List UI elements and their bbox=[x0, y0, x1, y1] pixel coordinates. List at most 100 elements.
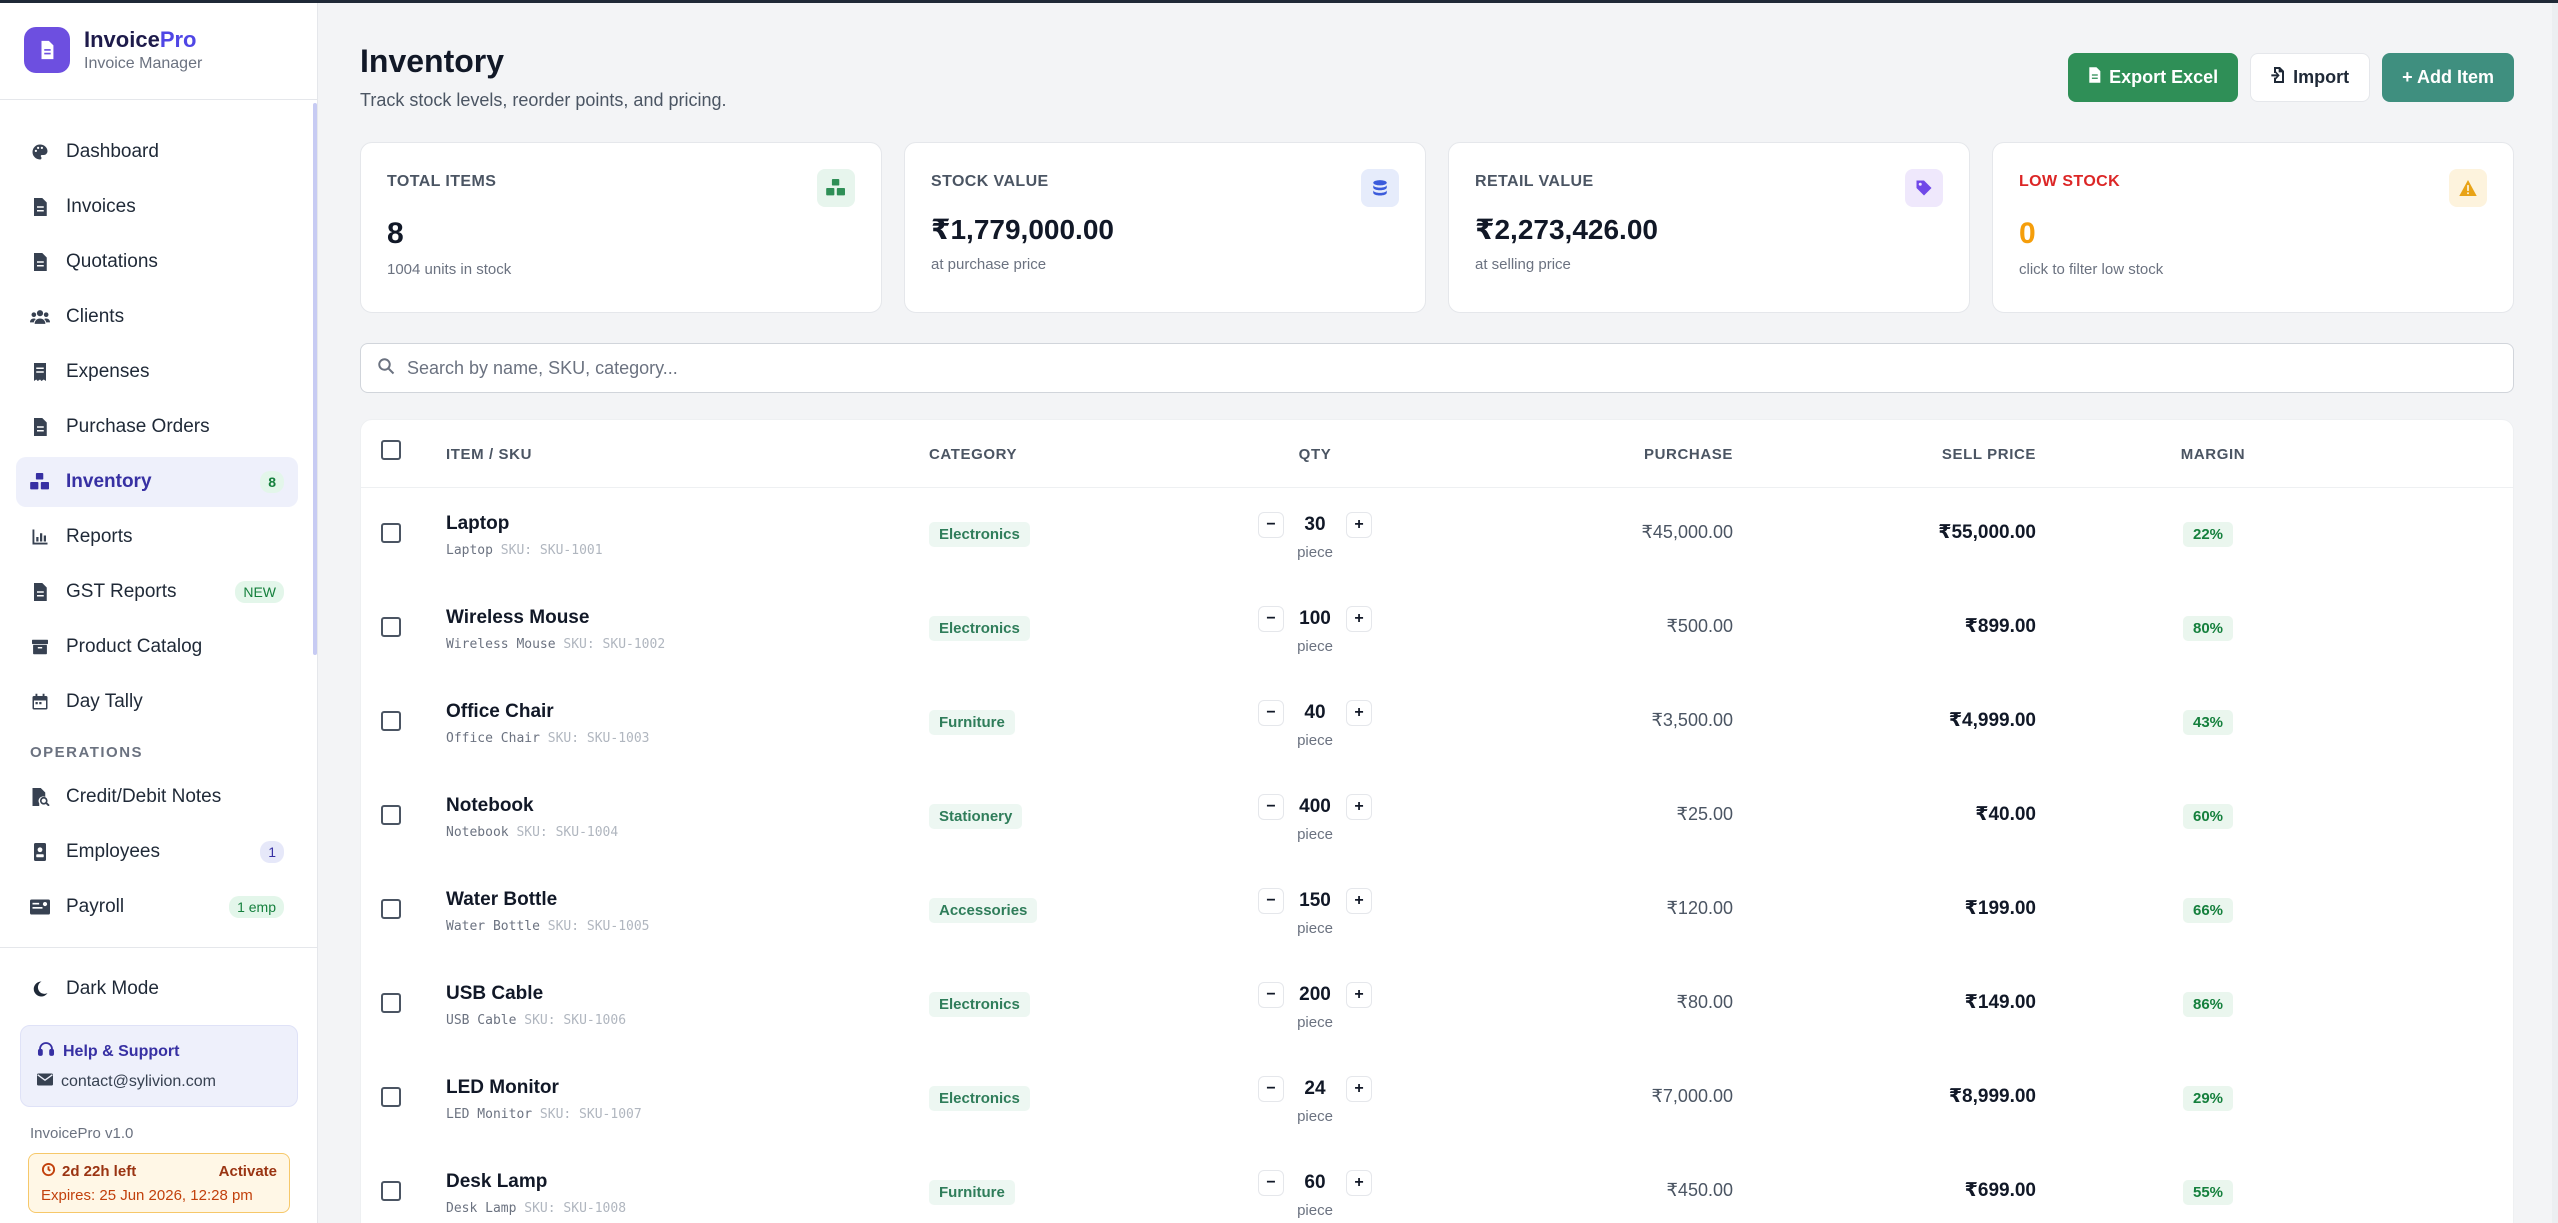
table-row[interactable]: Office Chair Office Chair SKU: SKU-1003 … bbox=[361, 676, 2513, 770]
page-scrollbar[interactable] bbox=[2552, 3, 2558, 1223]
decrement-button[interactable]: − bbox=[1258, 794, 1284, 820]
quantity-value: 400 bbox=[1299, 796, 1331, 817]
warning-icon bbox=[2449, 169, 2487, 207]
margin-badge: 80% bbox=[2183, 616, 2234, 641]
sidebar-item-label: Dashboard bbox=[66, 141, 159, 162]
help-support-card[interactable]: Help & Support contact@sylivion.com bbox=[20, 1025, 298, 1107]
table-row[interactable]: Wireless Mouse Wireless Mouse SKU: SKU-1… bbox=[361, 582, 2513, 676]
brand-name: InvoicePro bbox=[84, 27, 197, 52]
item-sku: Laptop SKU: SKU-1001 bbox=[446, 543, 603, 558]
search-bar[interactable] bbox=[360, 343, 2514, 393]
sidebar-item-label: Payroll bbox=[66, 896, 125, 917]
file-icon bbox=[30, 197, 50, 217]
select-all-checkbox[interactable] bbox=[381, 440, 401, 460]
row-checkbox[interactable] bbox=[381, 805, 401, 825]
sidebar-item-inventory[interactable]: Inventory 8 bbox=[16, 457, 298, 507]
column-header-margin[interactable]: MARGIN bbox=[2180, 446, 2246, 463]
row-checkbox[interactable] bbox=[381, 993, 401, 1013]
brand[interactable]: InvoicePro Invoice Manager bbox=[24, 27, 202, 73]
decrement-button[interactable]: − bbox=[1258, 700, 1284, 726]
column-header-purchase[interactable]: PURCHASE bbox=[1644, 446, 1733, 463]
row-checkbox[interactable] bbox=[381, 711, 401, 731]
row-checkbox[interactable] bbox=[381, 1087, 401, 1107]
category-badge: Electronics bbox=[929, 1086, 1030, 1111]
column-header-qty[interactable]: QTY bbox=[1298, 446, 1332, 463]
row-checkbox[interactable] bbox=[381, 523, 401, 543]
stat-note: at purchase price bbox=[931, 256, 1047, 273]
category-badge: Electronics bbox=[929, 522, 1030, 547]
decrement-button[interactable]: − bbox=[1258, 1076, 1284, 1102]
sidebar-item-purchase-orders[interactable]: Purchase Orders bbox=[16, 402, 298, 452]
increment-button[interactable]: + bbox=[1346, 512, 1372, 538]
table-row[interactable]: LED Monitor LED Monitor SKU: SKU-1007 El… bbox=[361, 1052, 2513, 1146]
decrement-button[interactable]: − bbox=[1258, 606, 1284, 632]
sidebar-item-dashboard[interactable]: Dashboard bbox=[16, 127, 298, 177]
quantity-stepper: − 200 + bbox=[1258, 982, 1372, 1008]
decrement-button[interactable]: − bbox=[1258, 888, 1284, 914]
column-header-category[interactable]: CATEGORY bbox=[929, 446, 1018, 463]
activate-link[interactable]: Activate bbox=[218, 1163, 277, 1180]
increment-button[interactable]: + bbox=[1346, 1076, 1372, 1102]
sidebar-scrollbar[interactable] bbox=[313, 103, 317, 655]
purchase-price: ₹7,000.00 bbox=[1651, 1086, 1733, 1106]
decrement-button[interactable]: − bbox=[1258, 1170, 1284, 1196]
increment-button[interactable]: + bbox=[1346, 888, 1372, 914]
search-input[interactable] bbox=[407, 357, 2407, 379]
sidebar-item-gst-reports[interactable]: GST Reports NEW bbox=[16, 567, 298, 617]
decrement-button[interactable]: − bbox=[1258, 512, 1284, 538]
sidebar-item-invoices[interactable]: Invoices bbox=[16, 182, 298, 232]
increment-button[interactable]: + bbox=[1346, 1170, 1372, 1196]
import-button[interactable]: Import bbox=[2250, 53, 2371, 102]
payroll-count-badge: 1 emp bbox=[229, 896, 284, 918]
table-row[interactable]: Water Bottle Water Bottle SKU: SKU-1005 … bbox=[361, 864, 2513, 958]
sidebar-item-label: Day Tally bbox=[66, 691, 143, 712]
row-checkbox[interactable] bbox=[381, 1181, 401, 1201]
purchase-price: ₹45,000.00 bbox=[1641, 522, 1733, 542]
calendar-icon bbox=[30, 692, 50, 712]
margin-badge: 29% bbox=[2183, 1086, 2234, 1111]
sidebar-item-reports[interactable]: Reports bbox=[16, 512, 298, 562]
sidebar-item-payroll[interactable]: Payroll 1 emp bbox=[16, 882, 298, 932]
column-header-item[interactable]: ITEM / SKU bbox=[446, 446, 533, 463]
dark-mode-toggle[interactable]: Dark Mode bbox=[30, 978, 159, 1000]
increment-button[interactable]: + bbox=[1346, 982, 1372, 1008]
sidebar-item-employees[interactable]: Employees 1 bbox=[16, 827, 298, 877]
table-row[interactable]: Laptop Laptop SKU: SKU-1001 Electronics … bbox=[361, 488, 2513, 582]
trial-expiry: Expires: 25 Jun 2026, 12:28 pm bbox=[41, 1187, 253, 1204]
quantity-stepper: − 24 + bbox=[1258, 1076, 1372, 1102]
item-name: Laptop bbox=[446, 513, 510, 534]
file-excel-icon bbox=[2088, 67, 2109, 88]
table-row[interactable]: Desk Lamp Desk Lamp SKU: SKU-1008 Furnit… bbox=[361, 1146, 2513, 1223]
increment-button[interactable]: + bbox=[1346, 794, 1372, 820]
quantity-stepper: − 100 + bbox=[1258, 606, 1372, 632]
margin-badge: 43% bbox=[2183, 710, 2234, 735]
sidebar-item-product-catalog[interactable]: Product Catalog bbox=[16, 622, 298, 672]
increment-button[interactable]: + bbox=[1346, 700, 1372, 726]
sell-price: ₹55,000.00 bbox=[1938, 522, 2036, 543]
stat-card-low-stock[interactable]: LOW STOCK 0 click to filter low stock bbox=[1992, 142, 2514, 313]
item-sku: LED Monitor SKU: SKU-1007 bbox=[446, 1107, 642, 1122]
quantity-stepper: − 30 + bbox=[1258, 512, 1372, 538]
sidebar-item-day-tally[interactable]: Day Tally bbox=[16, 677, 298, 727]
decrement-button[interactable]: − bbox=[1258, 982, 1284, 1008]
sidebar-item-clients[interactable]: Clients bbox=[16, 292, 298, 342]
table-row[interactable]: USB Cable USB Cable SKU: SKU-1006 Electr… bbox=[361, 958, 2513, 1052]
stat-note: click to filter low stock bbox=[2019, 261, 2164, 278]
export-label: Export Excel bbox=[2109, 67, 2219, 87]
sidebar-item-expenses[interactable]: Expenses bbox=[16, 347, 298, 397]
row-checkbox[interactable] bbox=[381, 899, 401, 919]
sidebar-nav: Dashboard Invoices Quotations Clients Ex… bbox=[16, 127, 298, 937]
quantity-unit: piece bbox=[1297, 920, 1333, 937]
headset-icon bbox=[37, 1040, 63, 1063]
receipt-icon bbox=[30, 362, 50, 382]
add-item-button[interactable]: + Add Item bbox=[2382, 53, 2514, 102]
support-email-link[interactable]: contact@sylivion.com bbox=[61, 1073, 216, 1090]
export-excel-button[interactable]: Export Excel bbox=[2068, 53, 2239, 102]
column-header-sell-price[interactable]: SELL PRICE bbox=[1941, 446, 2036, 463]
increment-button[interactable]: + bbox=[1346, 606, 1372, 632]
sidebar-item-credit-debit-notes[interactable]: Credit/Debit Notes bbox=[16, 772, 298, 822]
table-row[interactable]: Notebook Notebook SKU: SKU-1004 Statione… bbox=[361, 770, 2513, 864]
row-checkbox[interactable] bbox=[381, 617, 401, 637]
sidebar-item-quotations[interactable]: Quotations bbox=[16, 237, 298, 287]
sidebar-item-label: Invoices bbox=[66, 196, 136, 217]
